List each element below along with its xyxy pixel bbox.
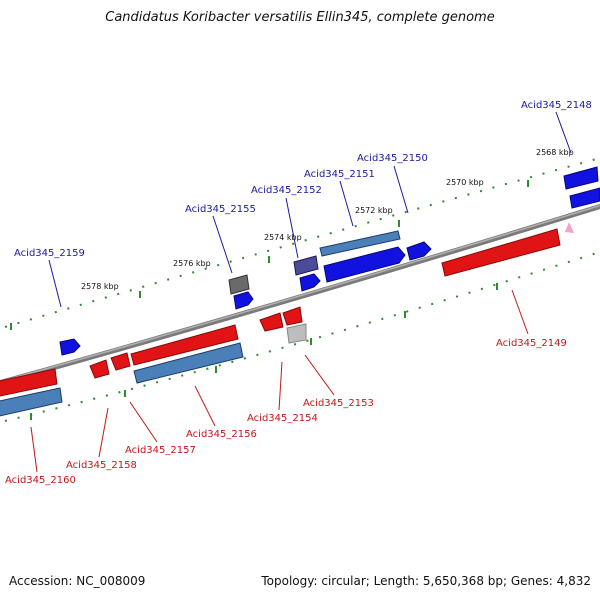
gene-acid345-2155[interactable] — [233, 291, 254, 310]
major-ticks — [10, 180, 529, 420]
label-acid345-2150: Acid345_2150 — [357, 153, 428, 164]
forward-callouts — [48, 111, 572, 308]
gene-acid345-2153[interactable] — [282, 306, 303, 326]
genome-backbone — [0, 203, 600, 386]
label-acid345-2154: Acid345_2154 — [247, 413, 318, 424]
scale-label-2570: 2570 kbp — [446, 178, 484, 187]
gene-acid345-2151[interactable] — [323, 246, 406, 283]
scale-label-2574: 2574 kbp — [264, 233, 302, 242]
gene-acid345-2150[interactable] — [406, 241, 432, 261]
gene-acid345-2153-fwd[interactable] — [299, 273, 321, 292]
label-acid345-2153: Acid345_2153 — [303, 398, 374, 409]
gene-acid345-2151-rna[interactable] — [319, 230, 401, 257]
label-acid345-2152: Acid345_2152 — [251, 185, 322, 196]
gene-acid345-2156[interactable] — [130, 324, 239, 366]
pink-marker[interactable] — [565, 222, 574, 233]
label-acid345-2156: Acid345_2156 — [186, 429, 257, 440]
label-acid345-2151: Acid345_2151 — [304, 169, 375, 180]
gene-acid345-2152[interactable] — [293, 255, 319, 276]
accession-text: Accession: NC_008009 — [9, 574, 146, 588]
forward-genes[interactable] — [59, 166, 600, 356]
label-acid345-2155: Acid345_2155 — [185, 204, 256, 215]
gene-acid345-2148a[interactable] — [563, 166, 599, 190]
scale-label-2576: 2576 kbp — [173, 259, 211, 268]
genome-backbone-highlight — [0, 204, 600, 383]
gene-acid345-2148b[interactable] — [569, 187, 600, 209]
scale-label-2568: 2568 kbp — [536, 148, 574, 157]
gene-acid345-2153-pseudo[interactable] — [286, 323, 307, 344]
gene-acid345-2157[interactable] — [110, 352, 131, 371]
rna-acid345-2160[interactable] — [0, 387, 63, 417]
gene-acid345-2155-pseudo[interactable] — [228, 274, 250, 295]
reverse-callouts — [30, 289, 529, 473]
gene-acid345-2158[interactable] — [89, 359, 110, 379]
gene-acid345-2149[interactable] — [441, 228, 561, 277]
label-acid345-2148: Acid345_2148 — [521, 100, 592, 111]
map-title: Candidatus Koribacter versatilis Ellin34… — [105, 10, 495, 25]
label-acid345-2159: Acid345_2159 — [14, 248, 85, 259]
label-acid345-2160: Acid345_2160 — [5, 475, 76, 486]
topology-summary: Topology: circular; Length: 5,650,368 bp… — [261, 574, 591, 588]
label-acid345-2149: Acid345_2149 — [496, 338, 567, 349]
scale-label-2578: 2578 kbp — [81, 282, 119, 291]
rna-acid345-2156[interactable] — [133, 342, 244, 384]
label-acid345-2157: Acid345_2157 — [125, 445, 196, 456]
scale-label-2572: 2572 kbp — [355, 206, 393, 215]
gene-acid345-2159[interactable] — [59, 338, 81, 356]
gene-acid345-2154[interactable] — [259, 312, 284, 332]
forward-tick-track — [4, 157, 600, 328]
label-acid345-2158: Acid345_2158 — [66, 460, 137, 471]
reverse-genes[interactable] — [0, 228, 561, 397]
gene-acid345-2160[interactable] — [0, 368, 58, 397]
